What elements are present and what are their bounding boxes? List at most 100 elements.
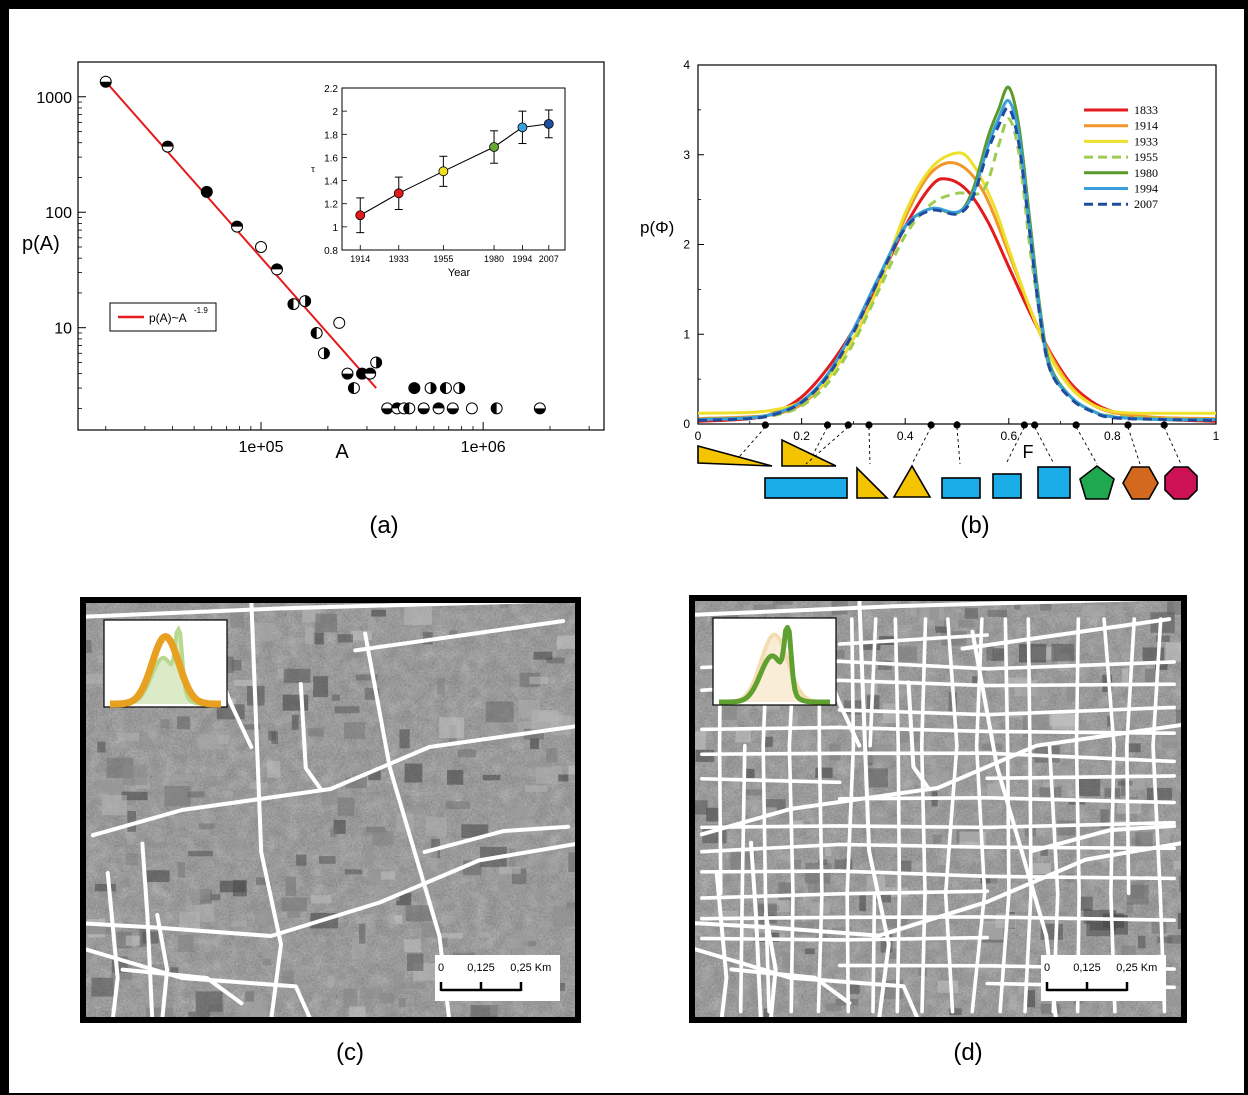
map-building bbox=[86, 924, 115, 935]
map-road bbox=[837, 869, 989, 879]
map-building bbox=[125, 853, 139, 866]
map-road bbox=[837, 795, 989, 801]
map-building bbox=[380, 871, 395, 880]
inset-xtick-label: 2007 bbox=[539, 254, 559, 264]
caption-d: (d) bbox=[953, 1039, 982, 1066]
map-road bbox=[985, 774, 1176, 781]
map-building bbox=[399, 729, 410, 749]
map-building bbox=[1004, 677, 1032, 687]
map-road bbox=[985, 820, 1176, 830]
map-building bbox=[909, 603, 917, 616]
map-building bbox=[485, 871, 505, 880]
map-building bbox=[1051, 643, 1075, 662]
map-building bbox=[404, 939, 422, 953]
map-building bbox=[367, 617, 376, 633]
point-fill bbox=[162, 141, 174, 147]
map-building bbox=[379, 993, 395, 1004]
panel-b-connector bbox=[1034, 426, 1055, 465]
scalebar-label: 0,125 bbox=[467, 962, 495, 974]
map-road bbox=[974, 743, 987, 896]
map-building bbox=[533, 651, 553, 660]
legend-label-1955: 1955 bbox=[1134, 150, 1158, 164]
panel-a-ticks-layer: 1e+05 1e+06 10 100 1000 bbox=[36, 61, 590, 456]
panel-b-ytick-label: 2 bbox=[683, 238, 690, 252]
inset-ytick-label: 2 bbox=[332, 107, 338, 118]
panel-a-data-point bbox=[310, 326, 323, 339]
map-building bbox=[498, 866, 521, 874]
map-building bbox=[83, 673, 103, 684]
map-road bbox=[700, 936, 842, 942]
map-building bbox=[287, 905, 301, 918]
map-building bbox=[95, 883, 116, 892]
panel-b-connector bbox=[911, 426, 932, 465]
map-building bbox=[371, 609, 386, 617]
caption-b: (b) bbox=[960, 512, 989, 539]
map-building bbox=[231, 920, 247, 927]
map-building bbox=[949, 1008, 962, 1016]
map-road bbox=[943, 743, 959, 896]
map-road bbox=[1029, 823, 1177, 854]
map-building bbox=[1080, 896, 1093, 912]
map-road bbox=[700, 842, 842, 854]
map-building bbox=[1040, 1003, 1061, 1015]
map-road bbox=[1026, 617, 1032, 748]
panel-a-data-point bbox=[439, 382, 452, 395]
map-building bbox=[241, 1000, 268, 1020]
map-road bbox=[700, 776, 842, 785]
point-fill bbox=[287, 298, 294, 310]
point-fill bbox=[381, 408, 393, 414]
map-road bbox=[1005, 743, 1011, 896]
map-building bbox=[537, 891, 547, 901]
map-building bbox=[1048, 713, 1077, 727]
point-fill bbox=[100, 81, 112, 88]
panel-a-ytick-label: 1000 bbox=[36, 90, 72, 107]
map-building bbox=[699, 652, 713, 666]
panel-b-series-2007 bbox=[697, 106, 1217, 422]
inset-axes-box bbox=[341, 87, 566, 251]
panel-b-xtick-label: 0.2 bbox=[793, 429, 810, 443]
map-building bbox=[330, 648, 354, 658]
map-road bbox=[1151, 743, 1163, 896]
panel-a-data-point bbox=[465, 402, 478, 415]
map-building bbox=[1016, 629, 1023, 644]
shape-hexagon bbox=[1122, 466, 1159, 500]
map-road bbox=[837, 889, 989, 896]
panel-a-data-point bbox=[356, 367, 369, 380]
map-building bbox=[1167, 601, 1183, 615]
map-building bbox=[315, 613, 338, 633]
map-building bbox=[1078, 778, 1101, 797]
map-building bbox=[343, 988, 358, 1008]
legend-label-1933: 1933 bbox=[1134, 134, 1158, 148]
map-building bbox=[314, 632, 324, 645]
map-road bbox=[837, 633, 989, 646]
panel-a-fit-layer bbox=[105, 81, 377, 389]
map-building bbox=[144, 870, 170, 882]
map-d-inset-curve bbox=[718, 624, 831, 705]
map-building bbox=[859, 642, 881, 651]
map-road bbox=[699, 722, 1184, 837]
map-building bbox=[964, 608, 978, 619]
panel-b-xtick-label: 0.4 bbox=[897, 429, 914, 443]
map-road bbox=[960, 617, 1172, 651]
map-building bbox=[412, 639, 421, 657]
map-building bbox=[1092, 834, 1106, 853]
map-building bbox=[164, 785, 191, 807]
map-building bbox=[254, 908, 277, 926]
map-building bbox=[125, 935, 140, 946]
map-building bbox=[898, 646, 917, 662]
map-road bbox=[985, 845, 1176, 851]
scalebar-label: 0,25 bbox=[1116, 962, 1137, 974]
map-road bbox=[816, 891, 824, 1014]
map-building bbox=[127, 811, 137, 832]
panel-a-xtick-label: 1e+06 bbox=[461, 439, 506, 456]
panel-a-data-point bbox=[370, 356, 383, 369]
legend-label-1914: 1914 bbox=[1134, 119, 1158, 133]
map-road bbox=[919, 743, 927, 896]
map-building bbox=[168, 774, 195, 782]
map-building bbox=[1168, 989, 1184, 1007]
inset-ytick-label: 1.2 bbox=[324, 200, 338, 211]
scalebar-label: 0 bbox=[438, 962, 444, 974]
inset-ytick-label: 1 bbox=[332, 223, 338, 234]
map-building bbox=[466, 611, 474, 632]
